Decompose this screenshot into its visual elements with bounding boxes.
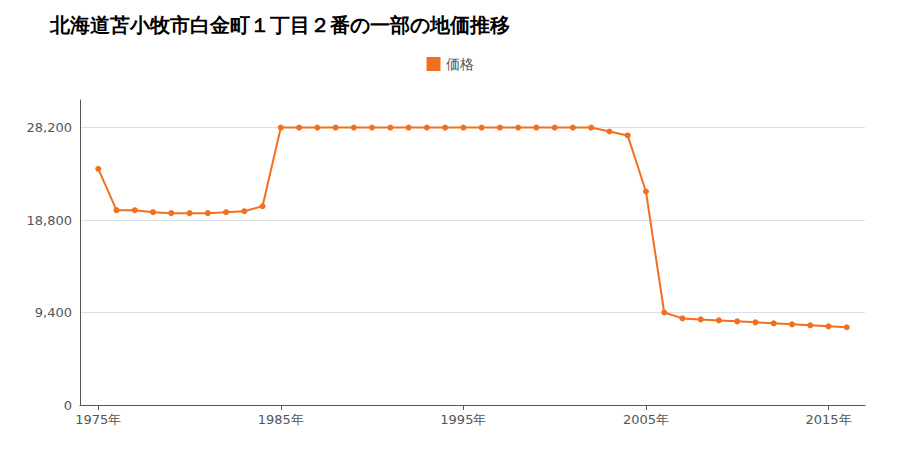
svg-text:28,200: 28,200 [27, 120, 73, 135]
svg-text:18,800: 18,800 [27, 213, 73, 228]
svg-text:1985年: 1985年 [258, 412, 304, 427]
svg-text:2005年: 2005年 [623, 412, 669, 427]
svg-text:1995年: 1995年 [440, 412, 486, 427]
svg-text:2015年: 2015年 [805, 412, 851, 427]
svg-text:価格: 価格 [446, 56, 474, 72]
svg-text:0: 0 [64, 398, 72, 413]
svg-text:1975年: 1975年 [75, 412, 121, 427]
svg-text:北海道苫小牧市白金町１丁目２番の一部の地価推移: 北海道苫小牧市白金町１丁目２番の一部の地価推移 [49, 13, 510, 37]
svg-text:9,400: 9,400 [35, 305, 72, 320]
